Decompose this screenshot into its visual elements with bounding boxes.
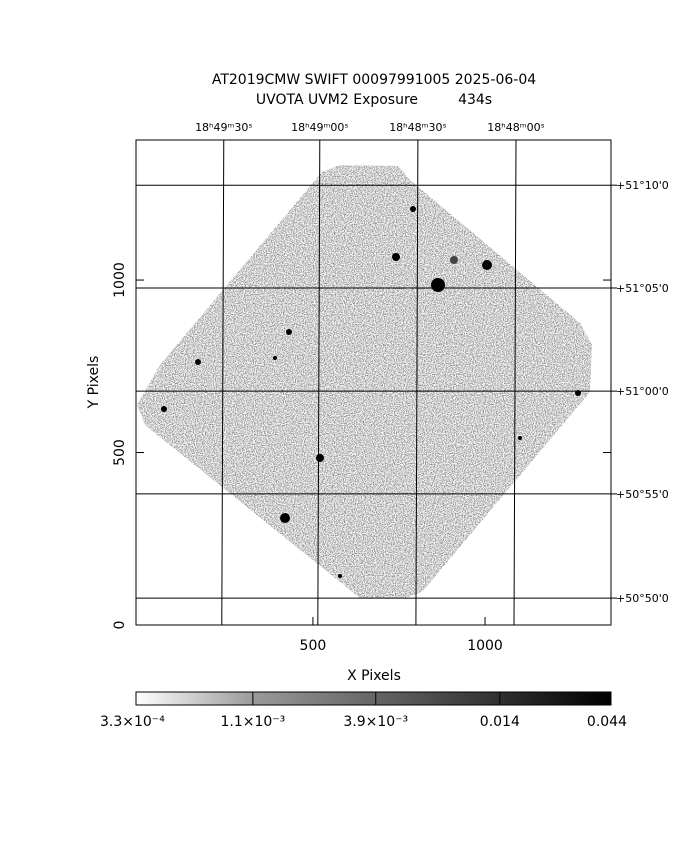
grid-line	[221, 139, 225, 626]
plot-frame	[135, 139, 612, 626]
colorbar-tick-label: 3.9×10⁻³	[343, 714, 408, 730]
right-tick-label: +51°05'0	[616, 282, 669, 295]
x-tick-label: 500	[300, 638, 327, 654]
right-tick-label: +51°10'0	[616, 179, 669, 192]
top-tick-label: 18ʰ49ᵐ30ˢ	[195, 121, 252, 134]
grid-line	[513, 139, 517, 626]
colorbar-tick-label: 0.044	[587, 714, 627, 730]
title: AT2019CMW SWIFT 00097991005 2025-06-04	[212, 72, 536, 88]
colorbar	[135, 691, 612, 706]
grid-line	[415, 139, 419, 626]
x-tick-label: 1000	[467, 638, 503, 654]
right-tick-label: +51°00'0	[616, 385, 669, 398]
y-tick-label: 1000	[112, 262, 128, 298]
colorbar-tick-label: 3.3×10⁻⁴	[100, 714, 165, 730]
colorbar-tick-label: 1.1×10⁻³	[220, 714, 285, 730]
grid-line	[317, 139, 321, 626]
right-tick-label: +50°50'0	[616, 592, 669, 605]
y-axis-label: Y Pixels	[86, 356, 102, 410]
right-tick-label: +50°55'0	[616, 488, 669, 501]
sky-image	[137, 165, 592, 598]
subtitle: UVOTA UVM2 Exposure 434s	[256, 92, 492, 108]
y-tick-label: 0	[112, 621, 128, 630]
colorbar-tick-label: 0.014	[480, 714, 520, 730]
top-tick-label: 18ʰ48ᵐ00ˢ	[487, 121, 544, 134]
x-axis-label: X Pixels	[347, 668, 401, 684]
top-tick-label: 18ʰ48ᵐ30ˢ	[389, 121, 446, 134]
y-tick-label: 500	[112, 439, 128, 466]
top-tick-label: 18ʰ49ᵐ00ˢ	[291, 121, 348, 134]
